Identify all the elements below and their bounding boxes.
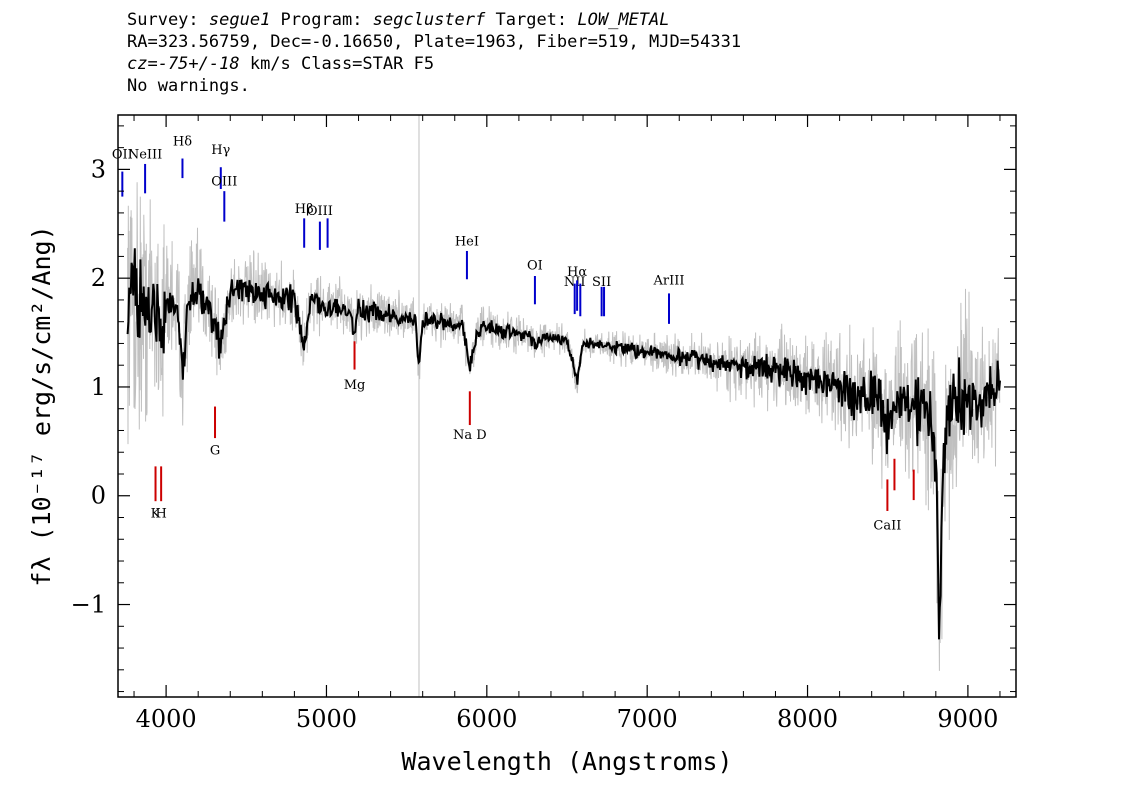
header-line-3: cz=-75+/-18 km/s Class=STAR F5 [127, 53, 741, 75]
emission-line-label: Hα [567, 265, 587, 280]
emission-line-label: OII [112, 148, 133, 163]
y-tick-label: −1 [71, 591, 106, 619]
emission-line-label: Hδ [173, 134, 192, 149]
x-tick-label: 5000 [296, 705, 357, 733]
header-line-4: No warnings. [127, 76, 250, 96]
smoothed-flux-series [126, 248, 1001, 640]
survey-value: segue1 [208, 10, 271, 30]
raw-flux-line [127, 182, 1001, 671]
plot-axes: 4000 5000 6000 7000 8000 9000 −1 0 1 2 3 [71, 114, 1017, 733]
spectrum-header: Survey: segue1 Program: segclusterf Targ… [127, 9, 741, 97]
program-value: segclusterf [372, 10, 486, 30]
x-axis-label: Wavelength (Angstroms) [401, 747, 732, 776]
absorption-line-label: K [151, 507, 161, 522]
absorption-line-label: CaII [873, 518, 901, 533]
y-tick-label: 1 [91, 373, 106, 401]
x-tick-label: 7000 [617, 705, 678, 733]
plot-frame [117, 114, 1017, 698]
target-value: LOW_METAL [577, 10, 670, 30]
x-tick-label: 6000 [456, 705, 517, 733]
x-tick-label: 9000 [937, 705, 998, 733]
emission-line-label: OI [527, 258, 543, 273]
program-label: Program: [270, 10, 373, 30]
emission-line-label: OIII [211, 175, 237, 190]
header-line-1: Survey: segue1 Program: segclusterf Targ… [127, 9, 741, 31]
emission-line-label: OIII [307, 204, 333, 219]
absorption-line-label: Na D [453, 428, 487, 443]
y-axis-label: fλ (10⁻¹⁷ erg/s/cm²/Ang) [27, 225, 56, 586]
emission-line-label: ArIII [652, 274, 684, 289]
absorption-line-label: H [155, 507, 166, 522]
y-tick-label: 0 [91, 482, 106, 510]
absorption-line-label: G [210, 443, 220, 458]
emission-line-label: HeI [455, 235, 479, 250]
survey-label: Survey: [127, 10, 209, 30]
target-label: Target: [485, 10, 578, 30]
emission-line-label: NeIII [128, 148, 162, 163]
class-value: km/s Class=STAR F5 [239, 54, 435, 74]
emission-line-label: Hγ [211, 143, 230, 158]
y-tick-label: 2 [91, 264, 106, 292]
emission-line-label: SII [592, 275, 611, 290]
x-tick-label: 4000 [136, 705, 197, 733]
header-line-2: RA=323.56759, Dec=-0.16650, Plate=1963, … [127, 32, 742, 52]
absorption-line-label: Mg [344, 378, 366, 393]
emission-line-label: Hβ [295, 202, 314, 217]
raw-flux-series [127, 182, 1001, 671]
redshift-value: cz=-75+/-18 [127, 54, 240, 74]
y-tick-label: 3 [91, 155, 106, 183]
x-tick-label: 8000 [777, 705, 838, 733]
smoothed-flux-line [126, 248, 1001, 640]
